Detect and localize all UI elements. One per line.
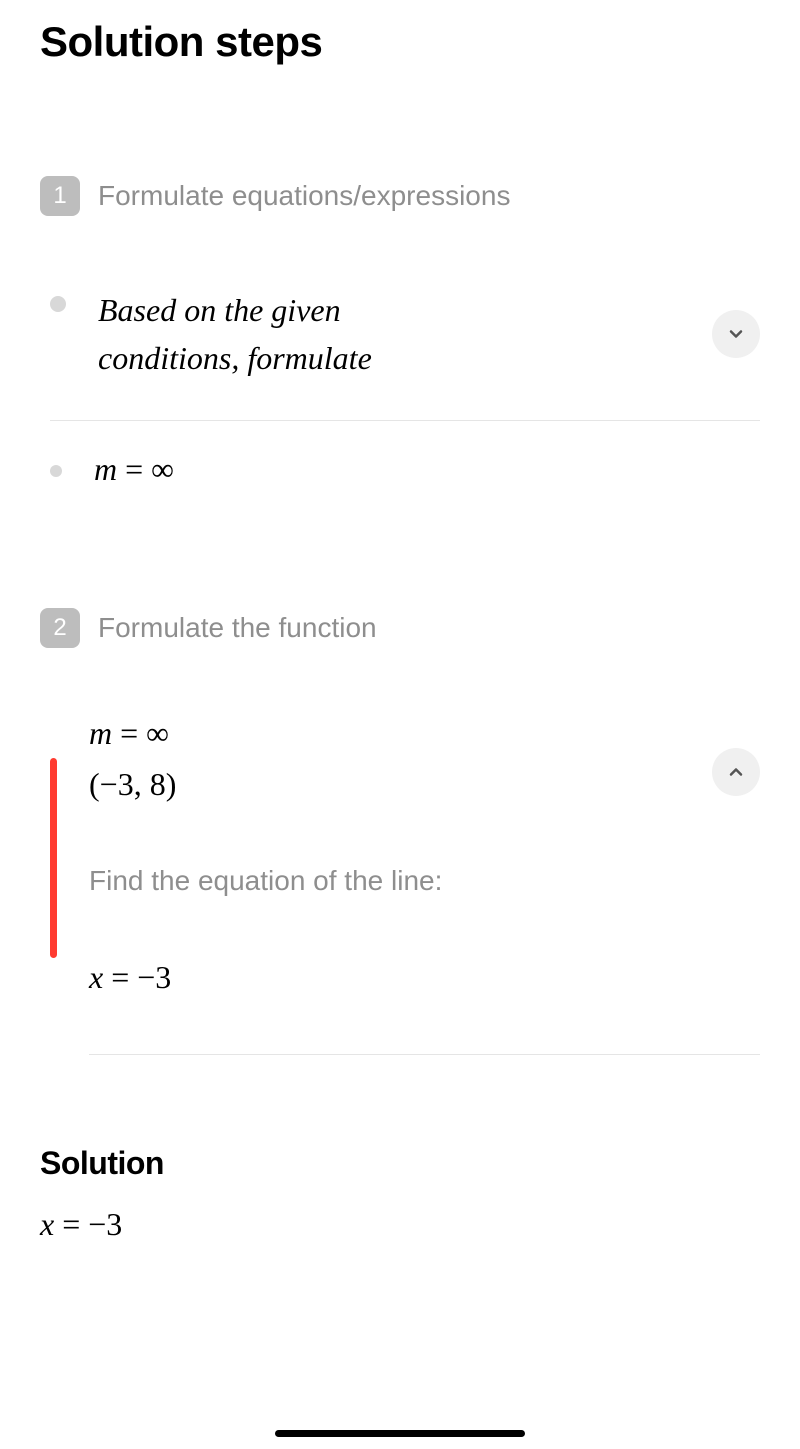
collapse-button[interactable] — [712, 748, 760, 796]
solution-math: x = −3 — [40, 1206, 760, 1243]
divider — [89, 1054, 760, 1055]
step-1-subitem-1[interactable]: Based on the given conditions, formulate — [50, 276, 760, 421]
step-2-instruction: Find the equation of the line: — [89, 865, 760, 897]
step-1-section: 1 Formulate equations/expressions Based … — [40, 176, 760, 518]
step-1-subitem-2-math: m = ∞ — [94, 451, 174, 488]
solution-title: Solution — [40, 1145, 760, 1182]
expand-button[interactable] — [712, 310, 760, 358]
step-1-badge: 1 — [40, 176, 80, 216]
step-1-title: Formulate equations/expressions — [98, 180, 510, 212]
page-title: Solution steps — [40, 18, 760, 66]
step-1-body: Based on the given conditions, formulate… — [40, 276, 760, 518]
step-1-subitem-1-text: Based on the given conditions, formulate — [98, 286, 372, 382]
solution-section: Solution x = −3 — [40, 1145, 760, 1243]
step-2-section: 2 Formulate the function m = ∞ (−3, 8) F… — [40, 608, 760, 1055]
step-1-subitem-2[interactable]: m = ∞ — [50, 421, 760, 518]
step-2-accent-bar — [50, 758, 57, 958]
step-1-header: 1 Formulate equations/expressions — [40, 176, 760, 216]
step-2-math-line-3: x = −3 — [89, 952, 760, 1003]
step-2-badge: 2 — [40, 608, 80, 648]
home-indicator[interactable] — [275, 1430, 525, 1437]
step-2-content: m = ∞ (−3, 8) Find the equation of the l… — [50, 708, 760, 1055]
bullet-icon — [50, 465, 62, 477]
step-2-math-line-2: (−3, 8) — [89, 759, 760, 810]
step-2-title: Formulate the function — [98, 612, 377, 644]
bullet-icon — [50, 296, 66, 312]
chevron-up-icon — [726, 762, 746, 782]
step-2-math-line-1: m = ∞ — [89, 708, 760, 759]
step-2-header: 2 Formulate the function — [40, 608, 760, 648]
chevron-down-icon — [726, 324, 746, 344]
